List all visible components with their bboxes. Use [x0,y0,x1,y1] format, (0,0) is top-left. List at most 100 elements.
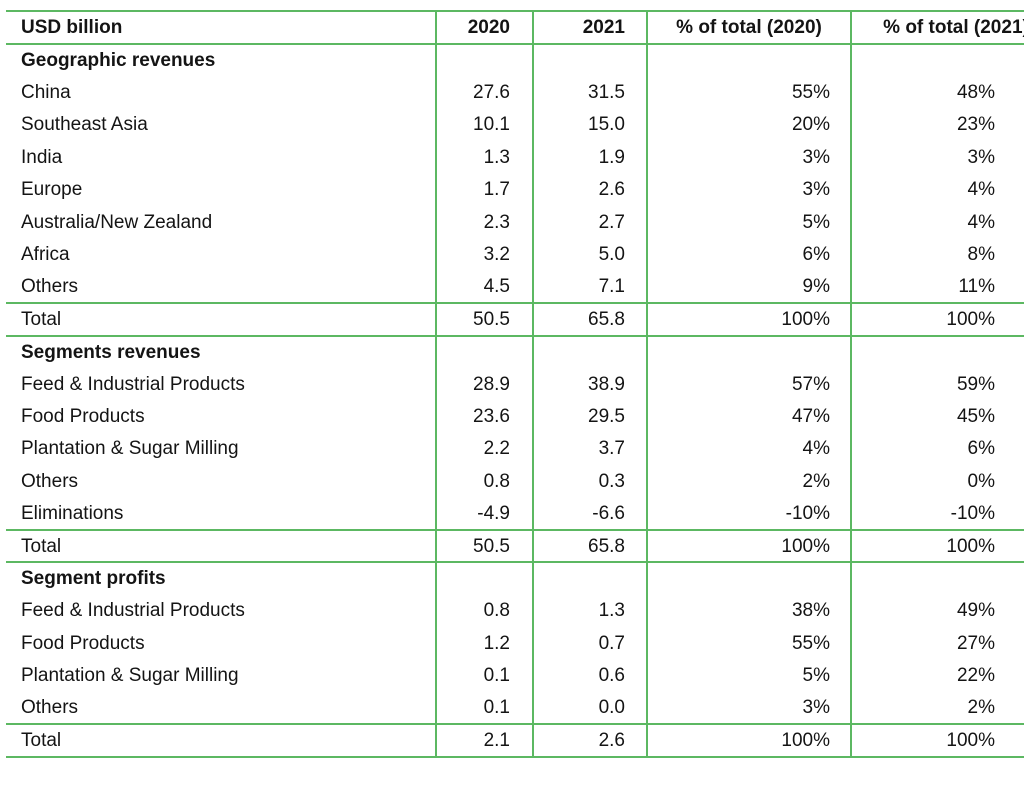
value-2020: 0.8 [435,594,533,628]
empty-cell [435,335,533,368]
row-label: Southeast Asia [21,114,148,136]
table-row-plantation-sugar-profit: Plantation & Sugar Milling 0.1 0.6 5% 22… [6,659,1024,692]
value-2021: -6.6 [532,497,647,530]
col-header-2020: 2020 [435,10,533,45]
pct-2020: 5% [646,659,851,692]
section-header-segments-revenues: Segments revenues [6,335,1024,368]
pct-2020: 38% [646,594,851,628]
section-header-segment-profits: Segment profits [6,562,1024,595]
value-2020: 1.2 [435,627,533,660]
row-label: Eliminations [21,502,124,524]
value-2021: 31.5 [532,76,647,109]
pct-2021: 4% [850,173,1024,206]
value-2021: 2.6 [532,173,647,206]
value-2020: 2.2 [435,432,533,466]
value-2020: 28.9 [435,367,533,401]
empty-cell [532,44,647,77]
total-row-geographic: Total 50.5 65.8 100% 100% [6,302,1024,337]
row-label: Others [21,697,79,718]
value-2020: -4.9 [435,497,533,530]
total-2020: 50.5 [435,528,533,564]
table-row-others-revenue: Others 0.8 0.3 2% 0% [6,465,1024,498]
pct-2021: 8% [850,238,1024,271]
table-row-others-geographic: Others 4.5 7.1 9% 11% [6,270,1024,304]
value-2021: 15.0 [532,108,647,142]
section-title: Segment profits [21,568,166,590]
row-label: Plantation & Sugar Milling [21,665,239,687]
pct-2021: 22% [850,659,1024,692]
col-header-pct-2021: % of total (2021) [850,10,1024,45]
pct-2020: 6% [646,238,851,271]
table-row-africa: Africa 3.2 5.0 6% 8% [6,238,1024,271]
value-2021: 2.7 [532,205,647,239]
value-2020: 27.6 [435,76,533,109]
pct-2020: 3% [646,141,851,174]
total-row-segment-profits: Total 2.1 2.6 100% 100% [6,723,1024,758]
empty-cell [435,44,533,77]
value-2020: 3.2 [435,238,533,271]
col-header-pct-2020: % of total (2020) [646,10,851,45]
total-label: Total [6,528,436,564]
empty-cell [646,562,851,595]
pct-2020: 3% [646,691,851,725]
row-label: Feed & Industrial Products [21,600,245,622]
value-2021: 29.5 [532,400,647,433]
pct-2020: 5% [646,205,851,239]
pct-2021: 27% [850,627,1024,660]
table-row-feed-industrial-revenue: Feed & Industrial Products 28.9 38.9 57%… [6,367,1024,401]
value-2020: 0.1 [435,691,533,725]
pct-2021: 2% [850,691,1024,725]
pct-2020: 9% [646,270,851,304]
value-2021: 3.7 [532,432,647,466]
pct-2021: 49% [850,594,1024,628]
total-row-segments-revenues: Total 50.5 65.8 100% 100% [6,528,1024,564]
total-2021: 2.6 [532,723,647,758]
total-pct-2021: 100% [850,302,1024,337]
pct-2021: 48% [850,76,1024,109]
row-label: China [21,82,71,104]
unit-header-cell: USD billion [6,10,436,45]
row-label: Others [21,275,79,297]
row-label: Africa [21,244,70,266]
pct-2021: 45% [850,400,1024,433]
total-2021: 65.8 [532,528,647,564]
table-row-china: China 27.6 31.5 55% 48% [6,76,1024,109]
value-2020: 4.5 [435,270,533,304]
table-row-southeast-asia: Southeast Asia 10.1 15.0 20% 23% [6,108,1024,142]
pct-2021: 59% [850,367,1024,401]
total-label: Total [6,723,436,758]
empty-cell [646,44,851,77]
value-2021: 1.9 [532,141,647,174]
value-2021: 0.6 [532,659,647,692]
pct-2020: 55% [646,627,851,660]
pct-2020: 2% [646,465,851,498]
pct-2021: 3% [850,141,1024,174]
value-2021: 38.9 [532,367,647,401]
pct-2020: 55% [646,76,851,109]
pct-2021: 4% [850,205,1024,239]
total-pct-2020: 100% [646,528,851,564]
value-2020: 10.1 [435,108,533,142]
financial-table: USD billion 2020 2021 % of total (2020) … [6,10,1024,758]
table-row-feed-industrial-profit: Feed & Industrial Products 0.8 1.3 38% 4… [6,594,1024,628]
value-2020: 1.7 [435,173,533,206]
table-row-europe: Europe 1.7 2.6 3% 4% [6,173,1024,206]
pct-2021: 6% [850,432,1024,466]
total-2020: 50.5 [435,302,533,337]
value-2021: 7.1 [532,270,647,304]
total-pct-2020: 100% [646,723,851,758]
section-header-geographic-revenues: Geographic revenues [6,44,1024,77]
value-2020: 1.3 [435,141,533,174]
row-label: Europe [21,179,83,201]
row-label: Plantation & Sugar Milling [21,438,239,460]
table-row-others-profit: Others 0.1 0.0 3% 2% [6,691,1024,725]
table-row-food-products-revenue: Food Products 23.6 29.5 47% 45% [6,400,1024,433]
pct-2020: 57% [646,367,851,401]
total-pct-2021: 100% [850,723,1024,758]
row-label: Food Products [21,405,145,427]
pct-2021: 11% [850,270,1024,304]
table-row-india: India 1.3 1.9 3% 3% [6,141,1024,174]
total-pct-2021: 100% [850,528,1024,564]
pct-2021: -10% [850,497,1024,530]
